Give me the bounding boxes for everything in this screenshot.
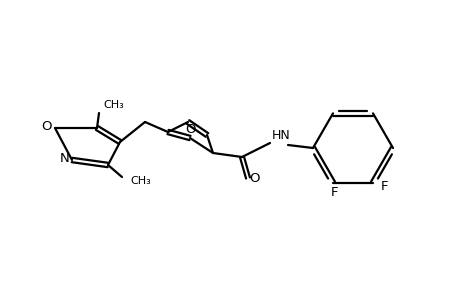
Text: CH₃: CH₃ [130, 176, 151, 186]
Text: N: N [60, 152, 70, 164]
Text: O: O [42, 119, 52, 133]
Text: O: O [185, 122, 196, 136]
Text: O: O [249, 172, 260, 184]
Text: F: F [381, 180, 388, 193]
Text: HN: HN [271, 128, 290, 142]
Text: F: F [330, 186, 338, 199]
Text: CH₃: CH₃ [103, 100, 123, 110]
